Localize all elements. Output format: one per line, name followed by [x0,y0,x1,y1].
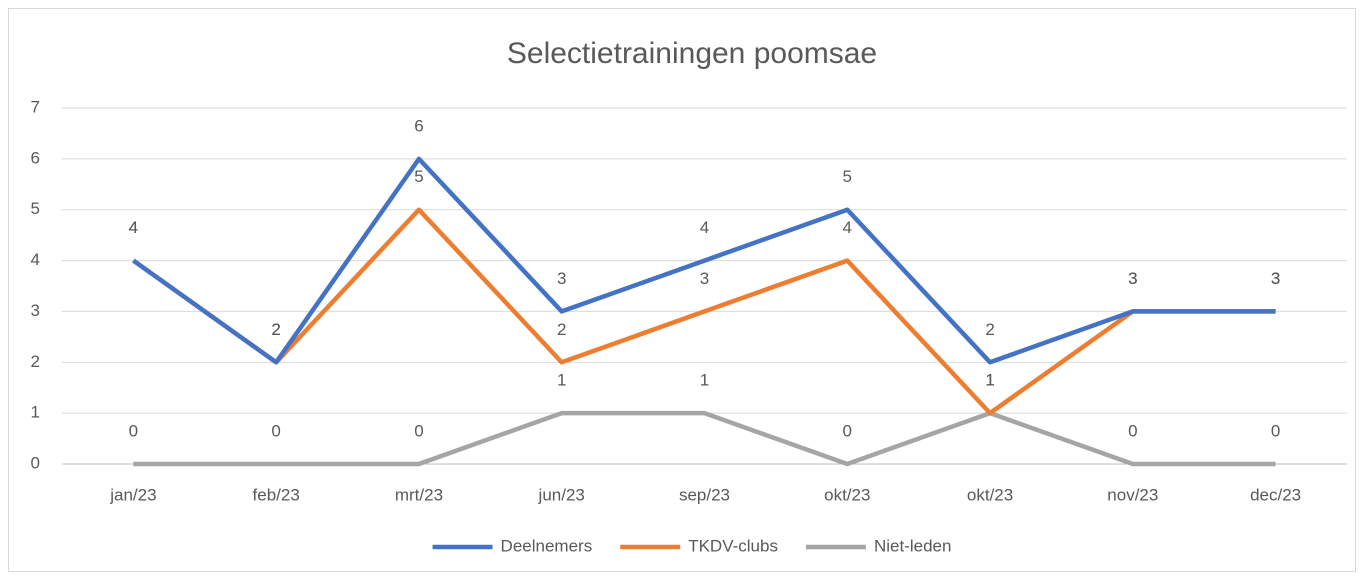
x-tick-label: okt/23 [967,485,1013,504]
legend-label: Niet-leden [874,536,952,555]
data-label: 6 [414,116,423,135]
x-tick-label: sep/23 [679,485,730,504]
y-tick-label: 0 [31,453,40,472]
data-label: 0 [271,421,280,440]
legend-label: Deelnemers [501,536,593,555]
data-label: 3 [700,269,709,288]
x-tick-label: jun/23 [538,485,585,504]
data-label: 3 [1128,269,1137,288]
series-line [132,156,1276,365]
chart-border [8,8,1356,572]
data-label: 0 [1128,421,1137,440]
data-label: 2 [557,320,566,339]
data-label: 1 [557,371,566,390]
y-tick-label: 5 [31,199,40,218]
y-tick-label: 7 [31,97,40,116]
data-label: 0 [843,421,852,440]
data-label: 3 [1271,269,1280,288]
y-tick-label: 2 [31,352,40,371]
data-label: 3 [1271,269,1280,288]
data-label: 4 [843,218,852,237]
chart-title: Selectietrainingen poomsae [507,37,877,70]
x-tick-label: nov/23 [1107,485,1158,504]
x-tick-label: feb/23 [253,485,300,504]
series-line [133,410,1276,467]
data-label: 4 [129,218,138,237]
data-label: 3 [1128,269,1137,288]
data-label: 3 [557,269,566,288]
data-label: 5 [414,167,423,186]
data-label: 5 [843,167,852,186]
data-label: 1 [985,371,994,390]
x-tick-label: mrt/23 [395,485,443,504]
legend-label: TKDV-clubs [688,536,778,555]
data-label: 2 [271,320,280,339]
data-label: 2 [985,320,994,339]
data-label: 0 [414,421,423,440]
data-label: 1 [700,371,709,390]
data-label: 1 [985,371,994,390]
y-tick-label: 1 [31,403,40,422]
data-label: 4 [700,218,709,237]
x-tick-label: dec/23 [1250,485,1301,504]
x-tick-label: jan/23 [109,485,156,504]
series-line [132,207,1276,416]
data-label: 4 [129,218,138,237]
y-tick-label: 3 [31,301,40,320]
x-tick-label: okt/23 [824,485,870,504]
data-label: 0 [1271,421,1280,440]
data-label: 2 [271,320,280,339]
data-label: 0 [129,421,138,440]
y-tick-label: 4 [31,250,40,269]
y-tick-label: 6 [31,148,40,167]
